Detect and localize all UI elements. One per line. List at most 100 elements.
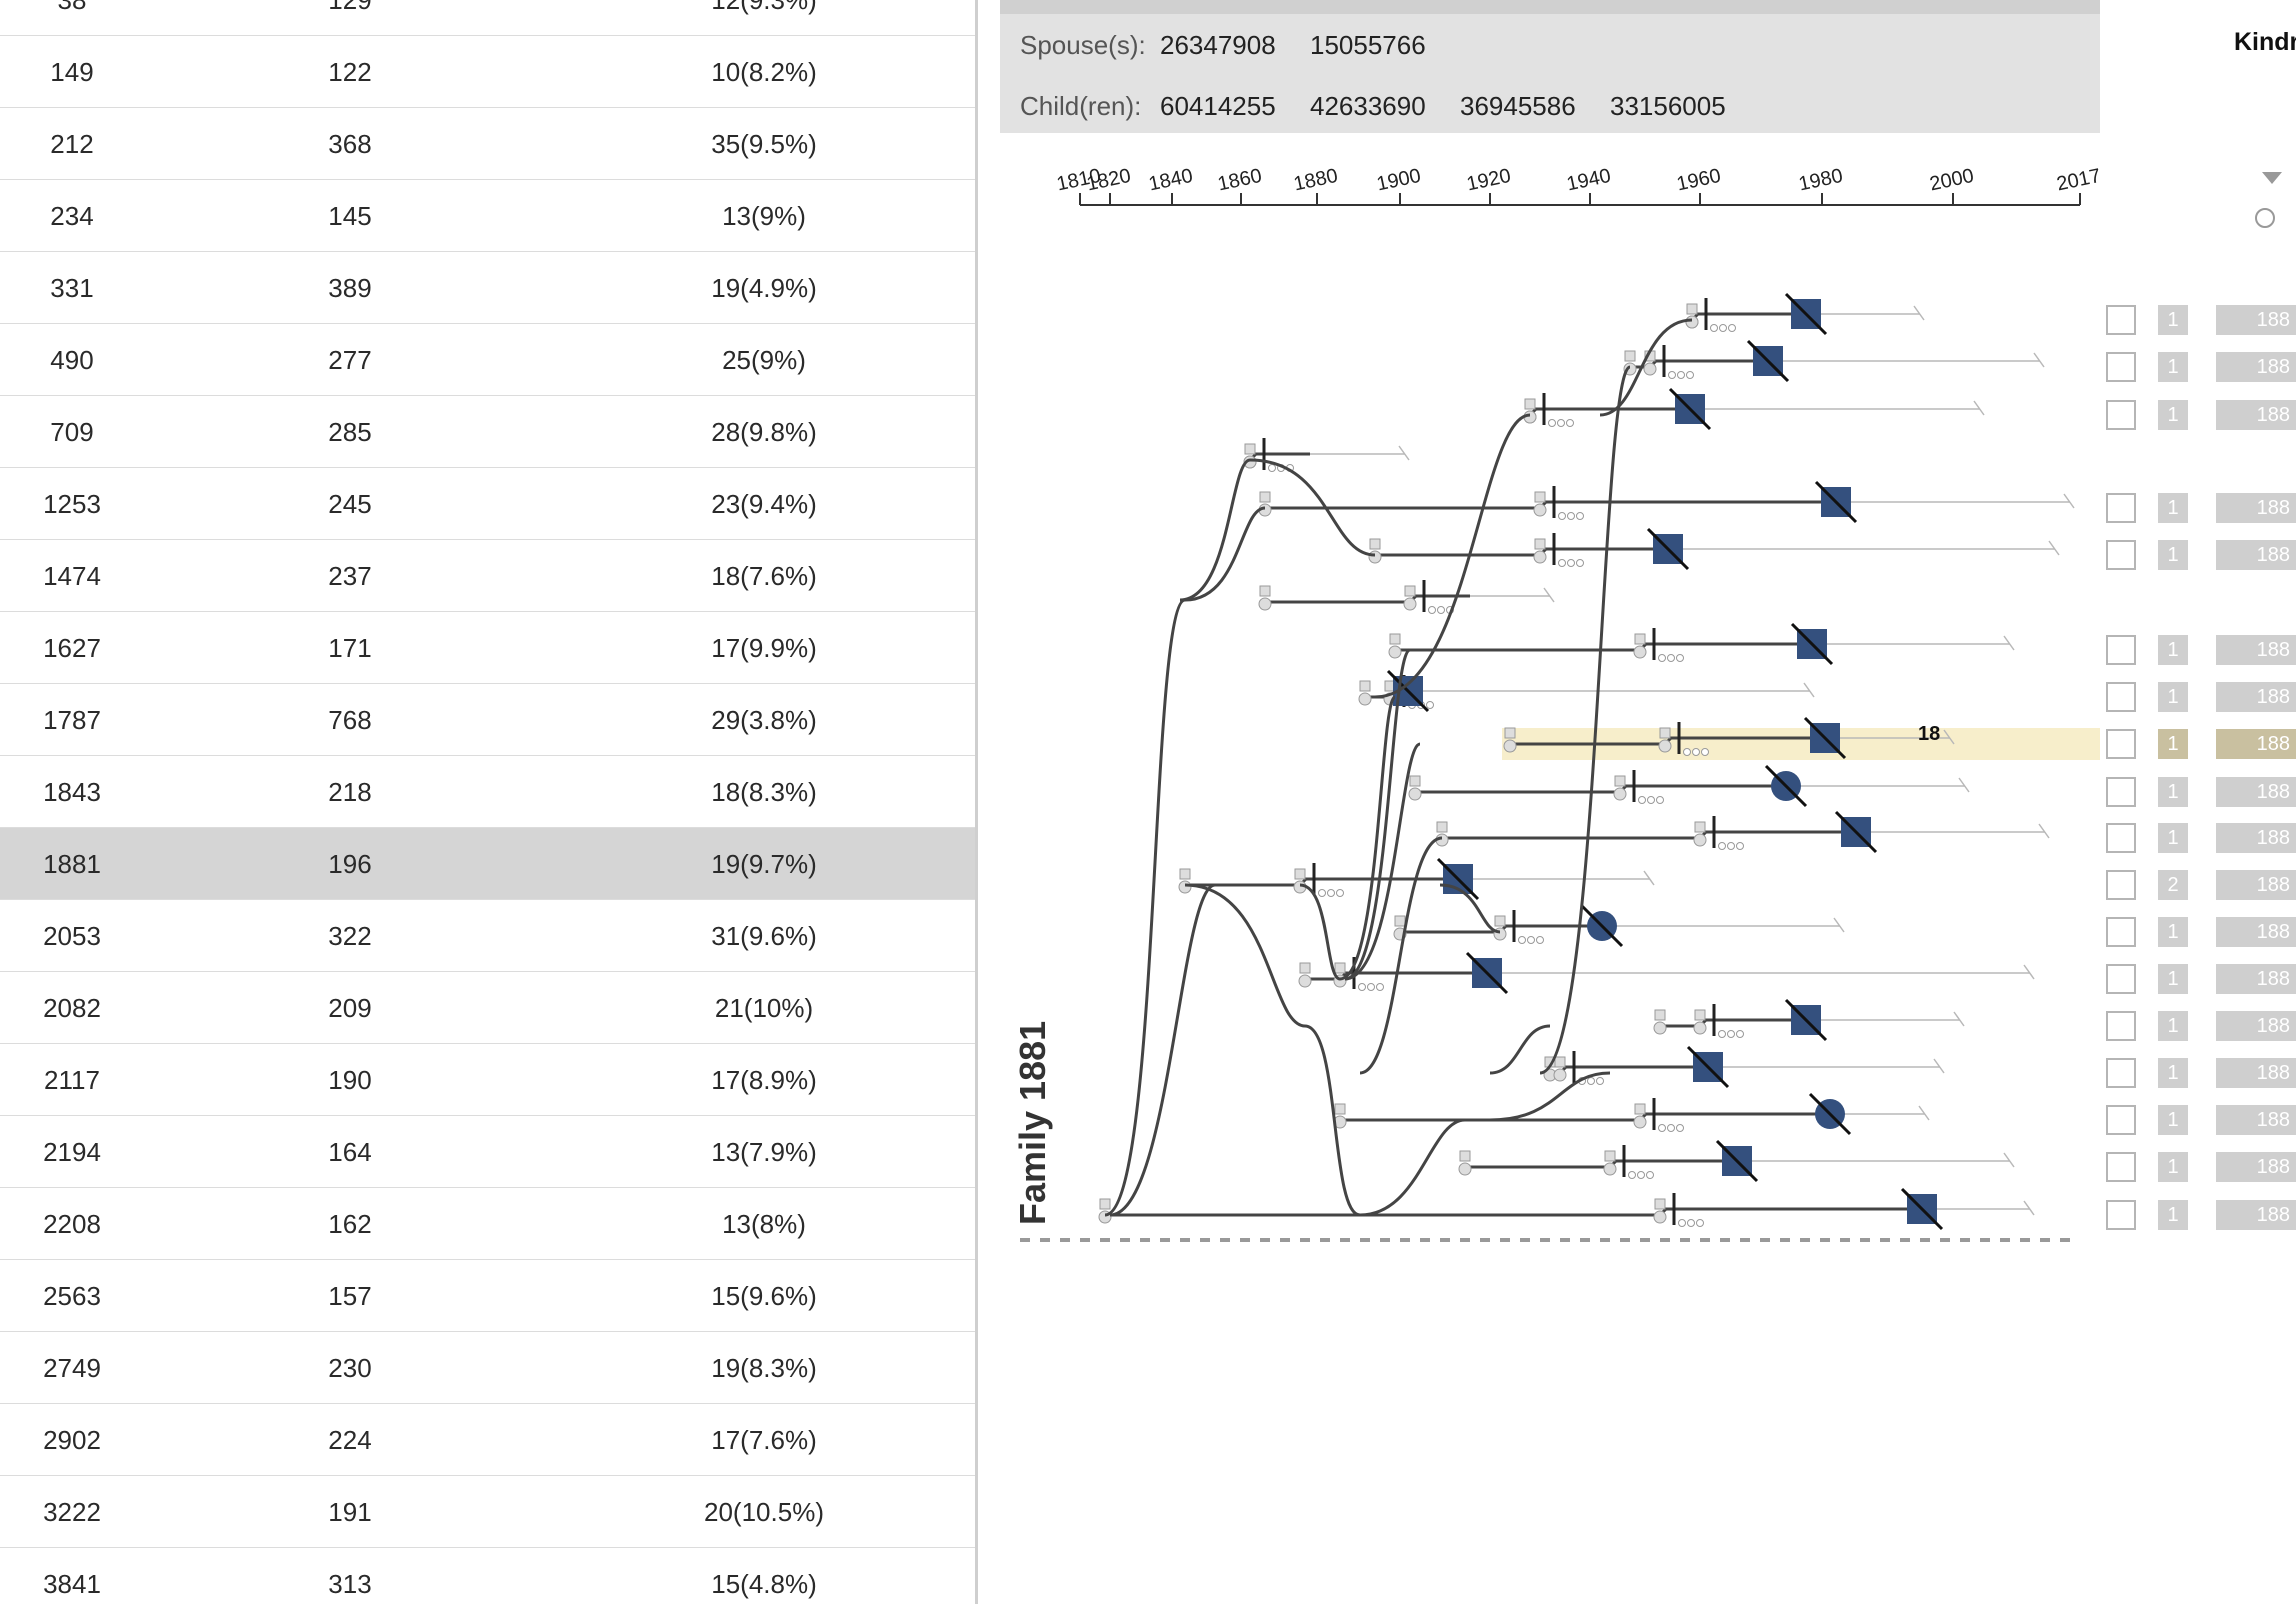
spouse-id[interactable]: 15055766 (1310, 30, 1426, 60)
affected-count-cell: 18(7.6%) (711, 561, 817, 591)
couple-mother-node (1368, 550, 1382, 564)
row-checkbox[interactable] (2106, 777, 2136, 807)
row-checkbox[interactable] (2106, 1058, 2136, 1088)
lineage-edge (1179, 458, 1251, 602)
family-id-cell: 2563 (43, 1281, 101, 1311)
family-table-row[interactable]: 709 285 28(9.8%) (0, 396, 975, 468)
child-node (1728, 324, 1736, 332)
family-table-row[interactable]: 2208 162 13(8%) (0, 1188, 975, 1260)
family-table-row[interactable]: 1843 218 18(8.3%) (0, 756, 975, 828)
child-node (1727, 1030, 1735, 1038)
panel-splitter[interactable] (975, 0, 978, 1604)
family-table-row[interactable]: 2053 322 31(9.6%) (0, 900, 975, 972)
row-checkbox[interactable] (2106, 352, 2136, 382)
affected-count-cell: 28(9.8%) (711, 417, 817, 447)
child-id[interactable]: 33156005 (1610, 91, 1726, 121)
child-node (1668, 371, 1676, 379)
child-node (1736, 1030, 1744, 1038)
family-table-row[interactable]: 3841 313 15(4.8%) (0, 1548, 975, 1604)
death-mark (2048, 540, 2060, 556)
row-checkbox[interactable] (2106, 1011, 2136, 1041)
row-checkbox[interactable] (2106, 729, 2136, 759)
family-id-cell: 212 (50, 129, 94, 159)
family-table-row[interactable]: 3222 191 20(10.5%) (0, 1476, 975, 1548)
child-node (1576, 512, 1584, 520)
family-id-cell: 1843 (43, 777, 101, 807)
row-checkbox[interactable] (2106, 540, 2136, 570)
affected-count-cell: 13(8%) (722, 1209, 806, 1239)
family-table-row[interactable]: 1253 245 23(9.4%) (0, 468, 975, 540)
deceased-slash (1686, 1045, 1730, 1089)
deceased-slash (1808, 1092, 1852, 1136)
family-table-row[interactable]: 2117 190 17(8.9%) (0, 1044, 975, 1116)
row-checkbox[interactable] (2106, 493, 2136, 523)
row-attribute-value: 188 (2216, 1200, 2296, 1230)
row-checkbox[interactable] (2106, 917, 2136, 947)
child-node (1567, 559, 1575, 567)
couple-father-node (1334, 1103, 1346, 1115)
family-id-cell: 149 (50, 57, 94, 87)
row-checkbox[interactable] (2106, 964, 2136, 994)
family-id-cell: 3841 (43, 1569, 101, 1599)
lineage-edge (1439, 883, 1501, 934)
family-table-row[interactable]: 234 145 13(9%) (0, 180, 975, 252)
family-table-row[interactable]: 1627 171 17(9.9%) (0, 612, 975, 684)
child-id[interactable]: 42633690 (1310, 91, 1426, 121)
family-table-row[interactable]: 1787 768 29(3.8%) (0, 684, 975, 756)
lineage-edge (1359, 1118, 1466, 1217)
row-count: 1 (2158, 964, 2188, 994)
row-checkbox[interactable] (2106, 870, 2136, 900)
sort-desc-icon (2262, 172, 2282, 184)
family-table-row[interactable]: 2902 224 17(7.6%) (0, 1404, 975, 1476)
lineage-edge (1375, 547, 1668, 557)
timeline-tick-label: 1960 (1675, 165, 1723, 196)
child-node (1518, 936, 1526, 944)
row-checkbox[interactable] (2106, 1152, 2136, 1182)
spouse-id[interactable]: 26347908 (1160, 30, 1276, 60)
family-table-row[interactable]: 2082 209 21(10%) (0, 972, 975, 1044)
deceased-slash (1803, 716, 1847, 760)
family-table-row[interactable]: 149 122 10(8.2%) (0, 36, 975, 108)
family-table-row[interactable]: 2194 164 13(7.9%) (0, 1116, 975, 1188)
couple-father-node (1494, 915, 1506, 927)
child-id[interactable]: 36945586 (1460, 91, 1576, 121)
affected-count-cell: 21(10%) (714, 993, 814, 1023)
death-mark (2063, 493, 2075, 509)
lineage-edge (1104, 598, 1186, 1217)
couple-father-node (1394, 915, 1406, 927)
row-checkbox[interactable] (2106, 305, 2136, 335)
row-attribute-value: 188 (2216, 1152, 2296, 1182)
child-node (1336, 889, 1344, 897)
affected-count-cell: 29(3.8%) (711, 705, 817, 735)
family-id-cell: 331 (50, 273, 94, 303)
affected-count-cell: 17(8.9%) (711, 1065, 817, 1095)
death-mark (2023, 964, 2035, 980)
couple-father-node (1654, 1198, 1666, 1210)
lineage-edge (1105, 1207, 1922, 1217)
row-checkbox[interactable] (2106, 823, 2136, 853)
row-attribute-value: 188 (2216, 870, 2296, 900)
family-table-row[interactable]: 490 277 25(9%) (0, 324, 975, 396)
row-attribute-value: 188 (2216, 1011, 2296, 1041)
family-table-row[interactable]: 2563 157 15(9.6%) (0, 1260, 975, 1332)
couple-father-node (1534, 538, 1546, 550)
row-checkbox[interactable] (2106, 1105, 2136, 1135)
family-table-row[interactable]: 1474 237 18(7.6%) (0, 540, 975, 612)
row-count: 1 (2158, 777, 2188, 807)
death-mark (2038, 823, 2050, 839)
family-table-row[interactable]: 1881 196 19(9.7%) (0, 828, 975, 900)
row-checkbox[interactable] (2106, 682, 2136, 712)
family-table-row[interactable]: 331 389 19(4.9%) (0, 252, 975, 324)
lineage-edge (1374, 413, 1531, 699)
row-checkbox[interactable] (2106, 1200, 2136, 1230)
deceased-slash (1900, 1187, 1944, 1231)
child-id[interactable]: 60414255 (1160, 91, 1276, 121)
couple-mother-node (1643, 362, 1657, 376)
child-node (1710, 324, 1718, 332)
family-table-row[interactable]: 38 129 12(9.3%) (0, 0, 975, 36)
family-table-row[interactable]: 212 368 35(9.5%) (0, 108, 975, 180)
row-checkbox[interactable] (2106, 400, 2136, 430)
row-checkbox[interactable] (2106, 635, 2136, 665)
row-attribute-value: 188 (2216, 1058, 2296, 1088)
family-table-row[interactable]: 2749 230 19(8.3%) (0, 1332, 975, 1404)
